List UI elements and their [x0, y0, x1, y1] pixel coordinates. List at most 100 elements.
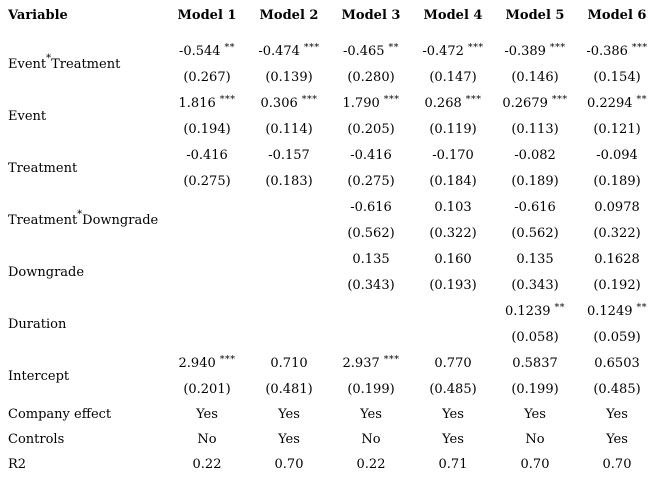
coefficient-line: 0.1249 ** — [576, 298, 658, 324]
stderr-line: (0.114) — [248, 116, 330, 142]
standard-error: (0.562) — [511, 225, 559, 241]
footer-value: No — [525, 432, 545, 447]
coefficient-line: -0.082 — [494, 142, 576, 168]
footer-value: No — [197, 432, 217, 447]
model-cell: 0.2294 ** (0.121) — [576, 90, 658, 142]
stderr-line: (0.189) — [494, 168, 576, 194]
model-cell: -0.170 (0.184) — [412, 142, 494, 194]
coefficient-line: -0.416 — [166, 142, 248, 168]
model-cell: 1.790 *** (0.205) — [330, 90, 412, 142]
coefficient-line: -0.170 — [412, 142, 494, 168]
significance-stars: *** — [549, 41, 566, 53]
coefficient-line: -0.474 *** — [248, 38, 330, 64]
coefficient-line: 0.710 — [248, 350, 330, 376]
stderr-line — [330, 324, 412, 350]
footer-value: 0.71 — [438, 457, 468, 472]
coefficient-line — [166, 246, 248, 272]
coefficient-value: -0.386 — [586, 43, 628, 59]
standard-error: (0.199) — [347, 381, 395, 397]
coefficient-value: -0.616 — [514, 199, 556, 215]
footer-value: Yes — [442, 432, 464, 447]
model-cell: 0.6503 (0.485) — [576, 350, 658, 402]
stderr-line: (0.192) — [576, 272, 658, 298]
significance-stars: *** — [219, 353, 236, 365]
significance-stars: *** — [465, 93, 482, 105]
significance-stars: *** — [631, 41, 648, 53]
table-row: Event 1.816 *** (0.194) 0.306 *** (0.114) 1.790… — [8, 90, 662, 142]
model-cell: 0.135 (0.343) — [494, 246, 576, 298]
coefficient-line — [248, 246, 330, 272]
footer-value: Yes — [278, 407, 300, 422]
footer-value: 0.70 — [520, 457, 550, 472]
coefficient-value: 0.135 — [516, 251, 554, 267]
standard-error: (0.343) — [511, 277, 559, 293]
coefficient-line — [412, 298, 494, 324]
model-cell: 0.306 *** (0.114) — [248, 90, 330, 142]
stderr-line: (0.154) — [576, 64, 658, 90]
model-cell — [412, 298, 494, 350]
coefficient-value: -0.465 — [342, 43, 385, 59]
footer-value: Yes — [442, 407, 464, 422]
model-cell: 0.268 *** (0.119) — [412, 90, 494, 142]
significance-stars: *** — [467, 41, 484, 53]
standard-error: (0.275) — [347, 173, 395, 189]
table-row: Intercept 2.940 *** (0.201) 0.710 (0.481) 2.93… — [8, 350, 662, 402]
variable-label: Downgrade — [8, 246, 166, 298]
standard-error: (0.194) — [183, 121, 231, 137]
model-cell: -0.416 (0.275) — [330, 142, 412, 194]
column-header-model: Model 3 — [341, 8, 401, 23]
stderr-line: (0.562) — [494, 220, 576, 246]
footer-label: Controls — [8, 432, 65, 447]
footer-value: No — [361, 432, 381, 447]
coefficient-line: 0.1239 ** — [494, 298, 576, 324]
standard-error: (0.183) — [265, 173, 313, 189]
coefficient-line: 1.816 *** — [166, 90, 248, 116]
footer-value: 0.70 — [274, 457, 304, 472]
coefficient-line: 0.103 — [412, 194, 494, 220]
coefficient-value: 0.770 — [434, 355, 472, 371]
standard-error: (0.192) — [593, 277, 641, 293]
significance-stars: ** — [224, 41, 236, 53]
model-cell: -0.389 *** (0.146) — [494, 38, 576, 90]
standard-error: (0.205) — [347, 121, 395, 137]
stderr-line: (0.275) — [330, 168, 412, 194]
significance-stars: *** — [219, 93, 236, 105]
stderr-line: (0.147) — [412, 64, 494, 90]
stderr-line: (0.481) — [248, 376, 330, 402]
coefficient-line — [248, 298, 330, 324]
standard-error: (0.114) — [265, 121, 313, 137]
standard-error: (0.113) — [511, 121, 559, 137]
coefficient-line: 2.940 *** — [166, 350, 248, 376]
coefficient-line: 0.2679 *** — [494, 90, 576, 116]
table-footer-row: Company effect Yes Yes Yes Yes Yes Yes — [8, 402, 662, 427]
footer-value: 0.70 — [602, 457, 632, 472]
model-cell: 0.160 (0.193) — [412, 246, 494, 298]
footer-value: Yes — [524, 407, 546, 422]
variable-label-text: Intercept — [8, 368, 70, 384]
coefficient-value: -0.082 — [514, 147, 556, 163]
table-row: Downgrade 0.135 (0.343) 0.160 (0.193) 0.135 (0… — [8, 246, 662, 298]
column-header-variable: Variable — [8, 8, 68, 23]
stderr-line: (0.485) — [576, 376, 658, 402]
coefficient-line: -0.386 *** — [576, 38, 658, 64]
model-cell: -0.474 *** (0.139) — [248, 38, 330, 90]
model-cell: -0.616 (0.562) — [494, 194, 576, 246]
significance-stars: *** — [551, 93, 568, 105]
stderr-line: (0.059) — [576, 324, 658, 350]
model-cell: 0.1628 (0.192) — [576, 246, 658, 298]
footer-value: Yes — [606, 432, 628, 447]
coefficient-value: -0.474 — [258, 43, 300, 59]
standard-error: (0.267) — [183, 69, 231, 85]
significance-stars: ** — [554, 301, 565, 313]
model-cell — [166, 194, 248, 246]
variable-label: Treatment * Downgrade — [8, 194, 166, 246]
coefficient-value: -0.094 — [596, 147, 638, 163]
standard-error: (0.562) — [347, 225, 395, 241]
model-cell — [330, 298, 412, 350]
table-row: Treatment * Downgrade -0.616 (0.562) 0.103 (0.… — [8, 194, 662, 246]
standard-error: (0.184) — [429, 173, 477, 189]
stderr-line: (0.275) — [166, 168, 248, 194]
coefficient-line — [248, 194, 330, 220]
coefficient-line: -0.465 ** — [330, 38, 412, 64]
model-cell: -0.616 (0.562) — [330, 194, 412, 246]
